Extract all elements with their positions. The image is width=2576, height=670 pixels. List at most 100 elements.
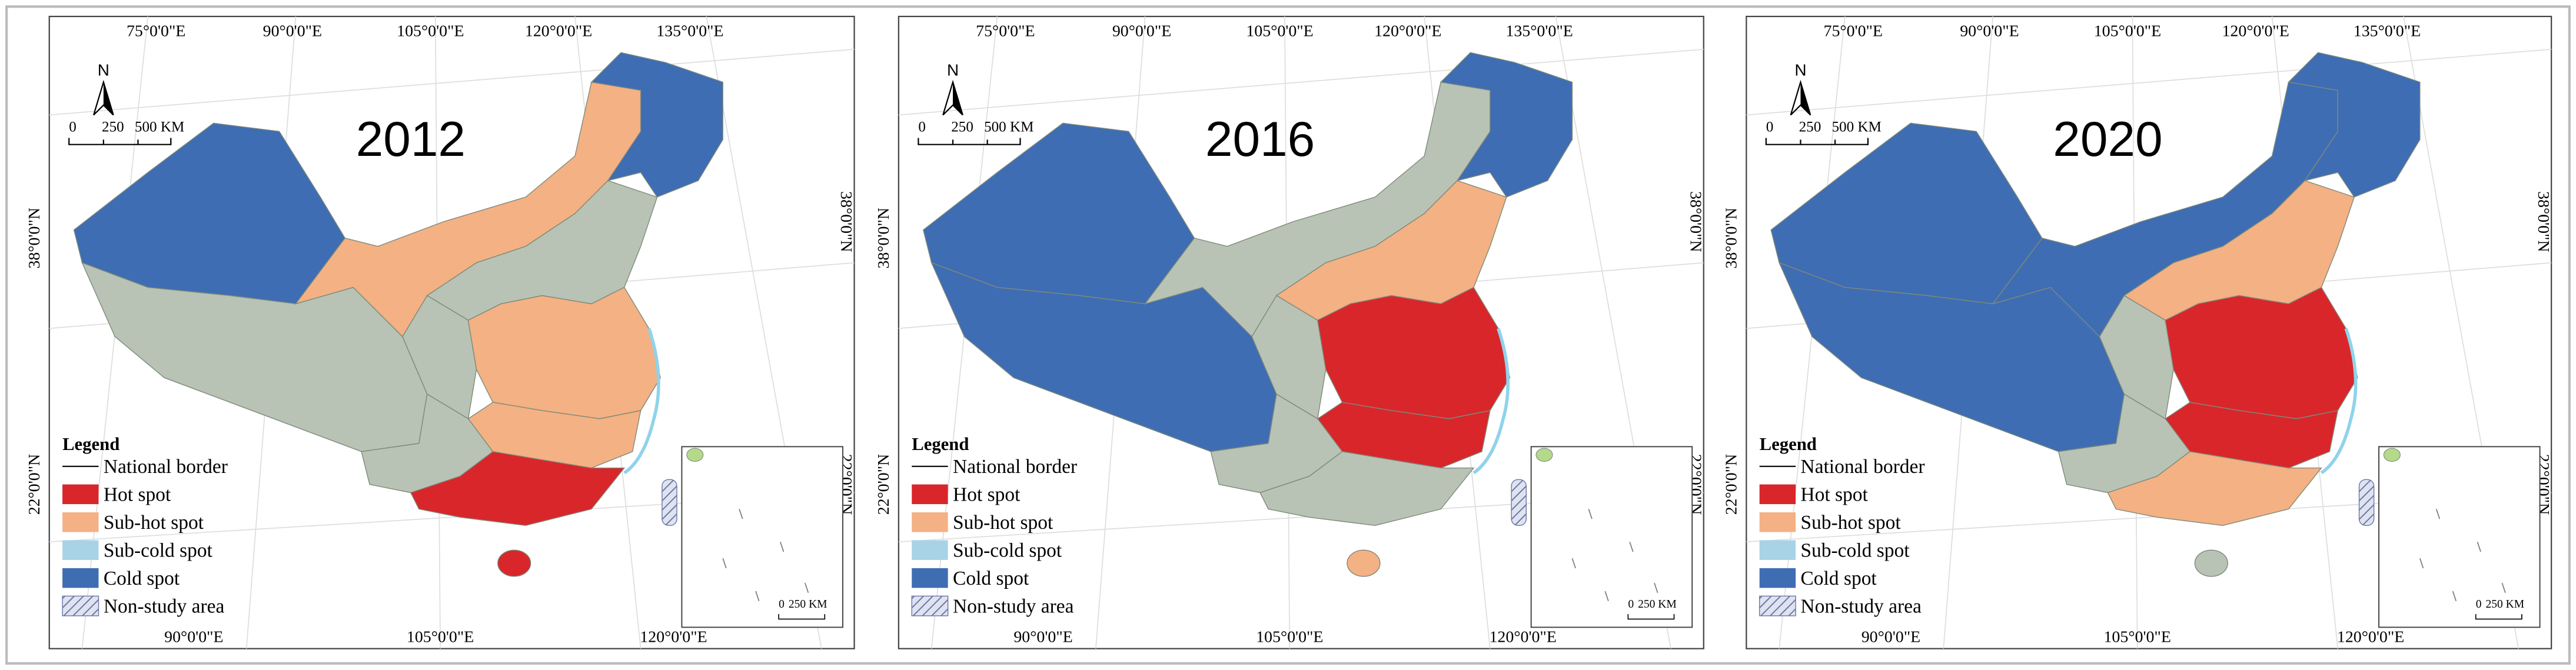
- scale-label: 250: [102, 119, 124, 135]
- legend-label: National border: [953, 456, 1077, 478]
- year-title: 2020: [2053, 111, 2162, 166]
- province-region: [2107, 451, 2322, 526]
- year-title: 2016: [1205, 111, 1315, 166]
- north-arrow-fill: [953, 82, 963, 115]
- map-panel: 2020 N 0 250 500 KM 75°0'0"E 90°0'0"E 105°0'0"E…: [1723, 15, 2552, 649]
- scale-label: 500 KM: [1832, 119, 1881, 135]
- inset-dash: [1654, 582, 1658, 594]
- legend-label: Cold spot: [953, 568, 1029, 589]
- legend-swatch: [912, 512, 948, 532]
- province-region: [1259, 451, 1475, 526]
- north-arrow-fill: [103, 82, 114, 115]
- legend-label: National border: [1800, 456, 1924, 478]
- inset-dash: [739, 509, 743, 519]
- legend-swatch: [1759, 568, 1796, 588]
- legend-swatch: [1759, 512, 1796, 532]
- latitude-label: 22°0'0"N: [25, 454, 44, 515]
- north-arrow-fill: [1800, 82, 1811, 115]
- legend-swatch: [911, 595, 949, 616]
- legend-swatch: [912, 484, 948, 505]
- legend-label: Non-study area: [953, 595, 1074, 617]
- province-region: [2288, 52, 2421, 198]
- coastline: [1473, 328, 1510, 475]
- longitude-label: 105°0'0"E: [397, 22, 464, 40]
- north-label: N: [98, 61, 109, 79]
- legend-label: Sub-hot spot: [104, 512, 204, 534]
- inset-scale-label: 0: [779, 598, 785, 611]
- province-region: [410, 451, 626, 526]
- longitude-label: 75°0'0"E: [127, 22, 185, 40]
- legend-swatch: [62, 484, 99, 505]
- legend-swatch: [62, 595, 99, 616]
- legend-label: National border: [104, 456, 228, 478]
- legend-swatch: [1759, 595, 1796, 616]
- scale-label: 500 KM: [135, 119, 184, 135]
- hainan-island: [1347, 549, 1381, 577]
- longitude-label: 90°0'0"E: [1862, 628, 1920, 646]
- longitude-label: 105°0'0"E: [2094, 22, 2161, 40]
- legend-swatch: [62, 512, 99, 532]
- longitude-label: 90°0'0"E: [263, 22, 322, 40]
- longitude-label: 90°0'0"E: [1112, 22, 1171, 40]
- longitude-label: 120°0'0"E: [2222, 22, 2289, 40]
- scale-bar: [918, 138, 1021, 145]
- latitude-label: 38°0'0"N: [837, 191, 855, 252]
- taiwan-non-study: [662, 479, 677, 526]
- longitude-label: 120°0'0"E: [1489, 628, 1556, 646]
- south-sea-inset: [681, 446, 843, 628]
- inset-island: [1535, 448, 1553, 462]
- hainan-island: [2194, 549, 2228, 577]
- legend-title: Legend: [62, 434, 119, 454]
- scale-label: 0: [918, 119, 926, 135]
- inset-dash: [755, 591, 760, 601]
- outer-border: [5, 5, 2571, 665]
- longitude-label: 105°0'0"E: [1256, 628, 1323, 646]
- legend-title: Legend: [1760, 434, 1817, 454]
- south-sea-inset: [2378, 446, 2541, 628]
- longitude-label: 120°0'0"E: [640, 628, 707, 646]
- inset-dash: [1604, 591, 1609, 601]
- inset-dash: [1588, 509, 1593, 519]
- scale-label: 0: [1766, 119, 1774, 135]
- legend-swatch: [1759, 540, 1796, 560]
- north-label: N: [947, 61, 959, 79]
- legend-label: Cold spot: [104, 568, 180, 589]
- legend-label: Hot spot: [104, 484, 171, 505]
- legend-swatch: [912, 568, 948, 588]
- latitude-label: 22°0'0"N: [1723, 454, 1741, 515]
- inset-dash: [2477, 541, 2481, 552]
- scale-label: 250: [1799, 119, 1822, 135]
- north-label: N: [1794, 61, 1806, 79]
- province-region: [1317, 286, 1511, 419]
- inset-scale-label: 0: [1628, 598, 1634, 611]
- taiwan-non-study: [1511, 479, 1527, 526]
- latitude-label: 38°0'0"N: [1723, 208, 1741, 269]
- year-title: 2012: [356, 111, 466, 166]
- province-region: [467, 286, 661, 419]
- inset-dash: [1629, 541, 1634, 552]
- graticule: [1746, 48, 2552, 116]
- longitude-label: 105°0'0"E: [2103, 628, 2171, 646]
- inset-scale-label: 250 KM: [2485, 598, 2524, 611]
- map-panel: 2012 N 0 250 500 KM 75°0'0"E 90°0'0"E 105°0'0"E…: [25, 15, 855, 649]
- inset-scale-bar: [778, 614, 826, 620]
- legend-label: Sub-hot spot: [1800, 512, 1901, 534]
- longitude-label: 120°0'0"E: [1374, 22, 1441, 40]
- taiwan-non-study: [2358, 479, 2375, 526]
- inset-scale-label: 250 KM: [789, 598, 827, 611]
- legend-label: Non-study area: [1800, 595, 1922, 617]
- longitude-label: 90°0'0"E: [164, 628, 223, 646]
- inset-island: [686, 448, 704, 462]
- scale-label: 250: [951, 119, 973, 135]
- graticule: [898, 48, 1704, 116]
- latitude-label: 38°0'0"N: [2534, 191, 2552, 252]
- scale-bar: [68, 138, 172, 145]
- inset-dash: [722, 558, 727, 569]
- longitude-label: 105°0'0"E: [1246, 22, 1313, 40]
- longitude-label: 135°0'0"E: [656, 22, 723, 40]
- legend-swatch: [912, 540, 948, 560]
- legend-label: Sub-cold spot: [104, 539, 213, 561]
- inset-scale-label: 250 KM: [1638, 598, 1677, 611]
- legend-label: Hot spot: [953, 484, 1021, 505]
